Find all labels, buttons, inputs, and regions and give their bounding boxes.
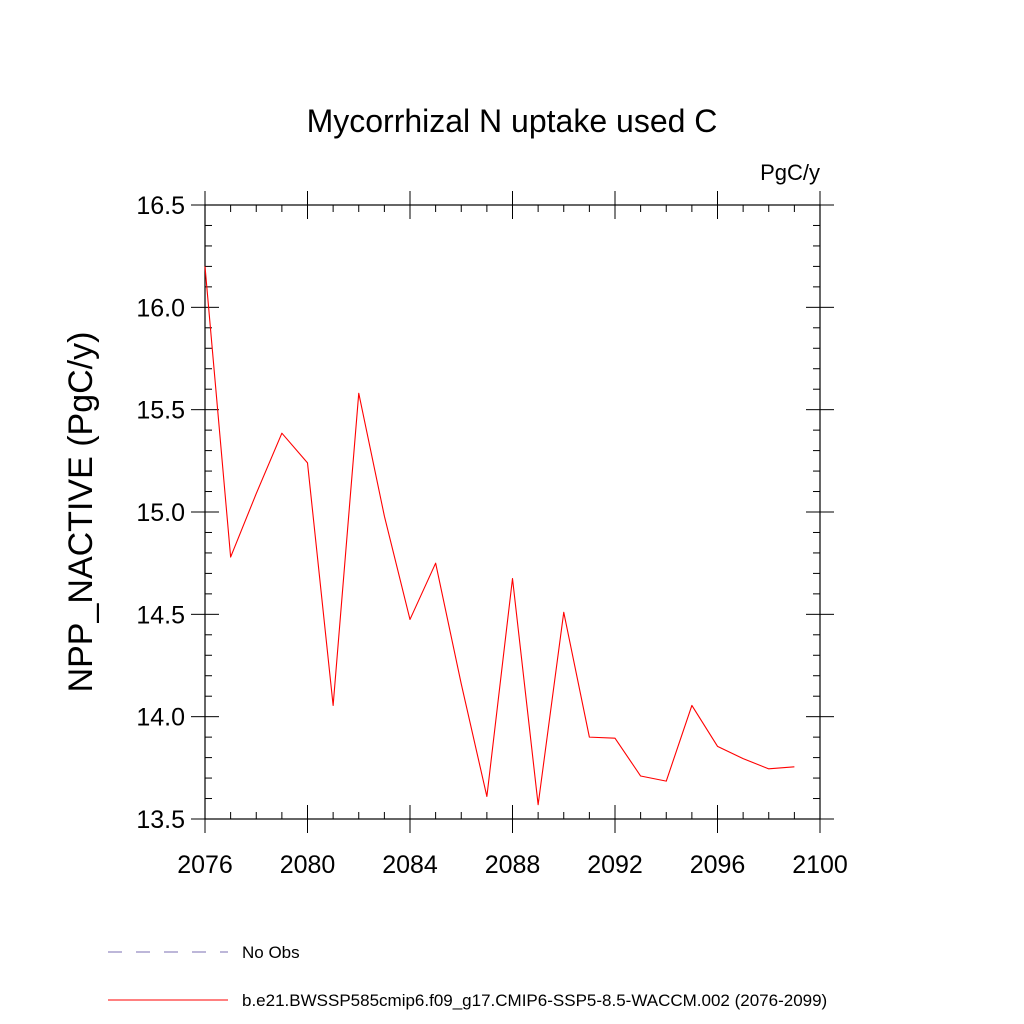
y-tick-label: 16.0 xyxy=(136,294,185,322)
legend-label-1: b.e21.BWSSP585cmip6.f09_g17.CMIP6-SSP5-8… xyxy=(242,991,827,1010)
x-tick-label: 2100 xyxy=(792,851,848,879)
y-tick-label: 15.5 xyxy=(136,397,185,425)
y-tick-label: 15.0 xyxy=(136,499,185,527)
x-tick-label: 2076 xyxy=(177,851,233,879)
y-tick-label: 14.5 xyxy=(136,601,185,629)
series-layer xyxy=(204,266,795,806)
y-tick-label: 14.0 xyxy=(136,704,185,732)
y-tick-label: 16.5 xyxy=(136,192,185,220)
units-label: PgC/y xyxy=(760,160,820,185)
x-tick-label: 2096 xyxy=(690,851,746,879)
chart-title: Mycorrhizal N uptake used C xyxy=(307,103,718,139)
x-tick-label: 2088 xyxy=(485,851,541,879)
x-tick-label: 2084 xyxy=(382,851,438,879)
legend: No Obs b.e21.BWSSP585cmip6.f09_g17.CMIP6-… xyxy=(108,943,827,1010)
y-tick-label: 13.5 xyxy=(136,806,185,834)
x-tick-label: 2092 xyxy=(587,851,643,879)
y-axis-label: NPP_NACTIVE (PgC/y) xyxy=(62,332,100,693)
series-line-0 xyxy=(204,266,795,806)
x-tick-label: 2080 xyxy=(280,851,336,879)
plot-frame xyxy=(204,204,821,820)
legend-label-0: No Obs xyxy=(242,943,300,962)
axes: 2076 2080 2084 2088 2092 2096 2100 13.5 14.0 14.5… xyxy=(136,191,848,879)
